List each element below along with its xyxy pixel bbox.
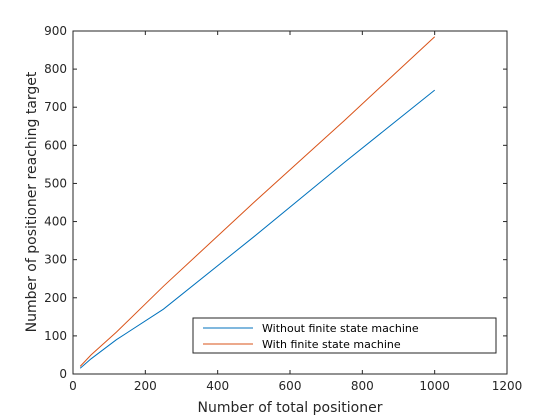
y-tick-label: 700 (44, 100, 67, 114)
x-tick-label: 1200 (492, 379, 523, 393)
y-tick-label: 200 (44, 291, 67, 305)
legend-box (192, 317, 497, 354)
x-tick-label: 0 (69, 379, 77, 393)
series-line-1 (79, 89, 436, 369)
x-tick-label: 800 (351, 379, 374, 393)
legend: Without finite state machine With finite … (192, 317, 497, 354)
y-tick-label: 400 (44, 215, 67, 229)
series-line-2 (79, 36, 436, 367)
y-tick-label: 500 (44, 176, 67, 190)
series-layer (79, 36, 436, 369)
y-tick-label: 100 (44, 329, 67, 343)
x-tick-label: 400 (206, 379, 229, 393)
y-tick-label: 300 (44, 253, 67, 267)
y-tick-label: 900 (44, 24, 67, 38)
y-tick-label: 800 (44, 62, 67, 76)
plot-background (73, 31, 507, 374)
x-axis: 0 200 400 600 800 1000 1200 (69, 31, 522, 393)
legend-label-1: Without finite state machine (262, 322, 419, 335)
y-tick-label: 0 (59, 367, 67, 381)
y-axis-label: Number of positioner reaching target (24, 71, 40, 332)
x-tick-label: 1000 (419, 379, 450, 393)
y-axis: 0 100 200 300 400 500 600 700 800 900 (44, 24, 507, 381)
x-axis-label: Number of total positioner (198, 400, 383, 416)
x-tick-label: 200 (134, 379, 157, 393)
legend-label-2: With finite state machine (262, 338, 401, 351)
y-tick-label: 600 (44, 138, 67, 152)
x-tick-label: 600 (279, 379, 302, 393)
